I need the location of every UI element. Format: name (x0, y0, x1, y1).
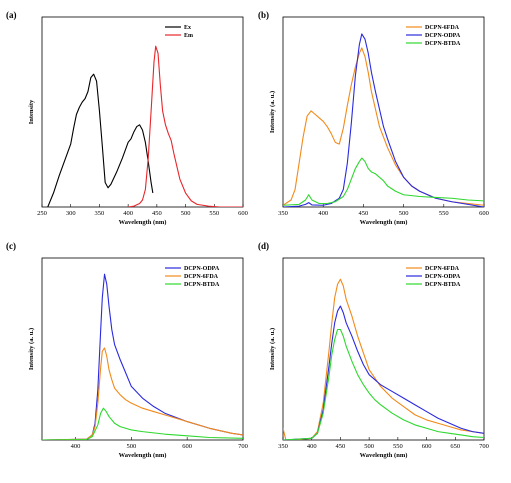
panel-label: (c) (6, 241, 16, 251)
panel-c: (c) 400 500 600 700 Wavelength (nm) Intensity … (6, 241, 248, 459)
x-tick-label: 500 (364, 443, 374, 450)
x-axis-title: Wavelength (nm) (360, 452, 408, 459)
series-line-dcpn-btda (283, 157, 484, 206)
x-tick-label: 600 (479, 210, 489, 217)
x-tick-label: 600 (238, 210, 248, 217)
x-tick-label: 700 (479, 443, 489, 450)
legend-label: DCPN-6FDA (425, 266, 460, 272)
x-tick-label: 350 (95, 210, 105, 217)
panel-d: (d) 350 400 450 500 550 600 650 700 Wavelength (n… (258, 241, 489, 459)
series-line-ex (47, 73, 154, 207)
panel-b: (b) 350 400 450 500 550 600 Wavelength (nm) Inte… (258, 10, 489, 226)
plot-frame (282, 257, 485, 441)
plot-frame (41, 16, 244, 208)
x-tick-label: 450 (359, 210, 369, 217)
x-tick-label: 350 (278, 210, 288, 217)
y-axis-title: Intensity (a. u.) (28, 328, 35, 370)
x-tick-label: 650 (450, 443, 460, 450)
x-tick-label: 550 (393, 443, 403, 450)
legend-label: DCPN-ODPA (184, 266, 220, 272)
y-axis-title: Intensity (28, 99, 35, 124)
x-axis-title: Wavelength (nm) (360, 219, 408, 226)
series-line-dcpn-btda (283, 328, 484, 440)
x-tick-label: 350 (278, 443, 288, 450)
x-tick-label: 500 (126, 443, 136, 450)
x-tick-label: 450 (152, 210, 162, 217)
x-tick-label: 400 (307, 443, 317, 450)
x-axis-title: Wavelength (nm) (119, 452, 167, 459)
series-line-em (128, 45, 243, 207)
legend-label: DCPN-BTDA (425, 41, 461, 47)
x-tick-label: 700 (238, 443, 248, 450)
y-axis-title: Intensity (a. u.) (269, 328, 276, 370)
x-tick-label: 300 (66, 210, 76, 217)
legend-label: Ex (184, 25, 191, 31)
x-tick-label: 550 (439, 210, 449, 217)
plot-frame (41, 257, 244, 441)
x-tick-label: 400 (71, 443, 81, 450)
series-line-dcpn-6fda (283, 278, 484, 440)
x-tick-label: 400 (123, 210, 133, 217)
x-tick-label: 400 (318, 210, 328, 217)
y-axis-title: Intensity (a. u.) (269, 91, 276, 133)
x-tick-label: 550 (209, 210, 219, 217)
panel-label: (d) (258, 241, 269, 251)
series-line-dcpn-btda (42, 407, 243, 440)
x-tick-label: 500 (181, 210, 191, 217)
x-tick-label: 600 (422, 443, 432, 450)
panel-label: (a) (6, 10, 17, 20)
x-tick-label: 250 (37, 210, 47, 217)
legend-label: Em (184, 33, 193, 39)
x-tick-label: 450 (336, 443, 346, 450)
legend-label: DCPN-6FDA (425, 25, 460, 31)
x-tick-label: 500 (399, 210, 409, 217)
legend-label: DCPN-BTDA (425, 282, 461, 288)
plot-frame (282, 16, 485, 208)
legend-label: DCPN-BTDA (184, 282, 220, 288)
series-line-dcpn-6fda (42, 347, 243, 440)
series-line-dcpn-odpa (283, 33, 484, 207)
panel-label: (b) (258, 10, 269, 20)
series-line-dcpn-odpa (42, 273, 243, 440)
panel-a: (a) 250 300 350 400 450 500 550 600 Wavelength (n… (6, 10, 248, 226)
legend-label: DCPN-ODPA (425, 33, 461, 39)
series-line-dcpn-odpa (283, 305, 484, 440)
x-axis-title: Wavelength (nm) (119, 219, 167, 226)
x-tick-label: 600 (182, 443, 192, 450)
legend-label: DCPN-ODPA (425, 274, 461, 280)
legend-label: DCPN-6FDA (184, 274, 219, 280)
